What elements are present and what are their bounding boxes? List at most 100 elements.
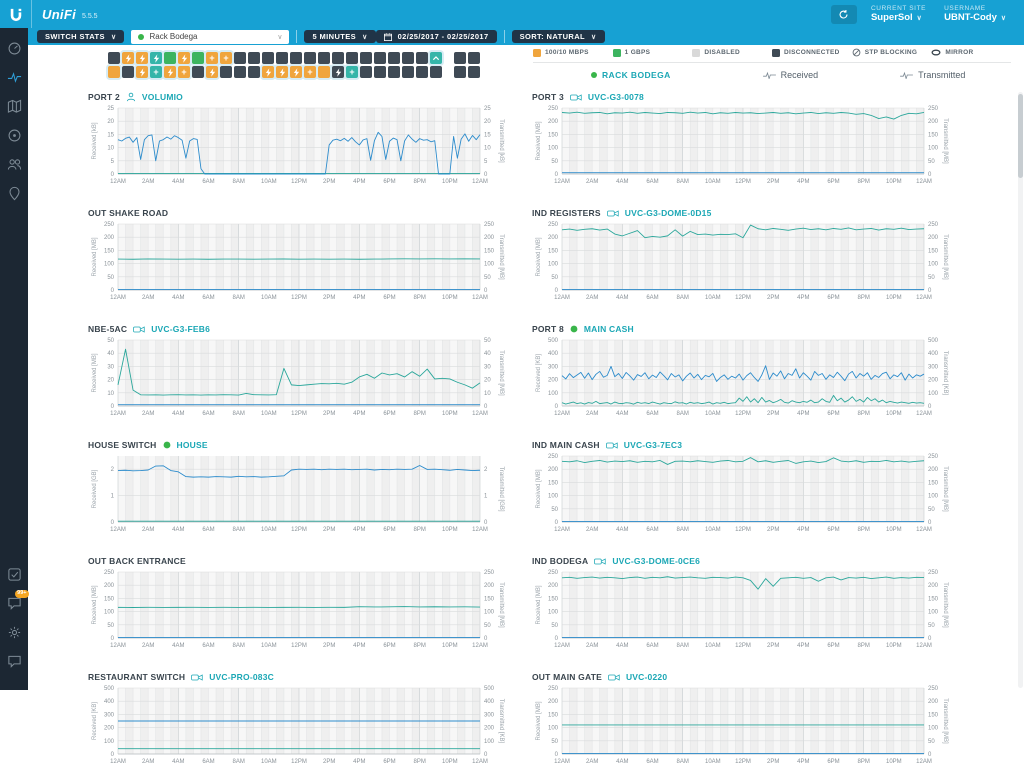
stats-toolbar: SWITCH STATS ∨ Rack Bodega ∨ 5 MINUTES ∨ 0…: [28, 28, 1024, 45]
panel-device-link[interactable]: UVC-G3-7EC3: [623, 440, 683, 450]
port-cell[interactable]: [468, 52, 480, 64]
sort-button[interactable]: SORT: NATURAL ∨: [511, 30, 605, 43]
sidebar-item-settings[interactable]: [6, 624, 22, 640]
svg-text:10PM: 10PM: [442, 411, 458, 417]
port-cell[interactable]: [304, 52, 316, 64]
svg-text:Transmitted [KB]: Transmitted [KB]: [498, 699, 504, 744]
panel-device-link[interactable]: MAIN CASH: [583, 324, 634, 334]
port-cell[interactable]: [248, 66, 260, 78]
port-cell[interactable]: +: [206, 52, 218, 64]
sidebar-item-map[interactable]: [6, 98, 22, 114]
port-cell[interactable]: +: [346, 66, 358, 78]
port-cell[interactable]: [248, 52, 260, 64]
sidebar-item-statistics[interactable]: [6, 69, 22, 85]
port-cell[interactable]: [276, 66, 288, 78]
port-cell[interactable]: [122, 52, 134, 64]
scrollbar-track[interactable]: [1018, 92, 1023, 688]
sidebar-item-events[interactable]: [6, 566, 22, 582]
port-cell[interactable]: [402, 52, 414, 64]
port-cell[interactable]: [332, 52, 344, 64]
panel-device-link[interactable]: HOUSE: [176, 440, 208, 450]
device-selector[interactable]: Rack Bodega ∨: [131, 29, 290, 44]
port-cell[interactable]: [430, 66, 442, 78]
svg-text:8AM: 8AM: [232, 179, 244, 185]
port-cell[interactable]: [346, 52, 358, 64]
port-cell[interactable]: [468, 66, 480, 78]
port-cell[interactable]: [318, 52, 330, 64]
ubiquiti-logo[interactable]: [0, 0, 32, 28]
sidebar-item-insights[interactable]: [6, 185, 22, 201]
port-cell[interactable]: [136, 52, 148, 64]
panel-device-link[interactable]: UVC-G3-DOME-0D15: [624, 208, 712, 218]
port-cell[interactable]: [136, 66, 148, 78]
current-site-selector[interactable]: CURRENT SITE SuperSol ∨: [871, 5, 926, 23]
sidebar-item-devices[interactable]: [6, 127, 22, 143]
port-cell[interactable]: [360, 52, 372, 64]
port-cell[interactable]: [234, 66, 246, 78]
date-range-button[interactable]: 02/25/2017 - 02/25/2017: [375, 30, 497, 43]
legend-label: 1 Gbps: [624, 49, 651, 56]
port-cell[interactable]: [178, 52, 190, 64]
port-cell[interactable]: [192, 66, 204, 78]
port-cell[interactable]: [318, 66, 330, 78]
svg-text:4PM: 4PM: [797, 527, 809, 533]
panel-device-link[interactable]: UVC-G3-FEB6: [151, 324, 211, 334]
scrollbar-thumb[interactable]: [1018, 94, 1023, 178]
port-cell[interactable]: [108, 52, 120, 64]
panel-title: PORT 8: [532, 324, 564, 334]
port-cell[interactable]: +: [220, 52, 232, 64]
port-cell[interactable]: [402, 66, 414, 78]
alerts-badge: 99+: [14, 590, 29, 598]
stats-type-button[interactable]: SWITCH STATS ∨: [37, 30, 125, 43]
panel-device-link[interactable]: UVC-0220: [625, 672, 668, 682]
port-cell[interactable]: [360, 66, 372, 78]
panel-title: IND BODEGA: [532, 556, 589, 566]
port-cell[interactable]: +: [304, 66, 316, 78]
port-cell[interactable]: [374, 52, 386, 64]
panel-device-link[interactable]: UVC-G3-0078: [587, 92, 644, 102]
sidebar-item-alerts[interactable]: 99+: [6, 590, 29, 611]
port-cell[interactable]: [430, 52, 442, 64]
port-cell[interactable]: [416, 66, 428, 78]
panel-device-link[interactable]: UVC-G3-DOME-0CE6: [612, 556, 701, 566]
port-cell[interactable]: [416, 52, 428, 64]
port-cell[interactable]: [388, 66, 400, 78]
panel-device-link[interactable]: VOLUMIO: [141, 92, 183, 102]
refresh-button[interactable]: [830, 4, 857, 24]
port-cell[interactable]: [206, 66, 218, 78]
sidebar-item-chat[interactable]: [6, 653, 22, 669]
svg-text:250: 250: [104, 222, 115, 228]
svg-text:2AM: 2AM: [586, 411, 598, 417]
port-cell[interactable]: +: [178, 66, 190, 78]
svg-text:12AM: 12AM: [916, 643, 932, 649]
port-cell[interactable]: [108, 66, 120, 78]
port-cell[interactable]: [262, 66, 274, 78]
username-menu[interactable]: USERNAME UBNT-Cody ∨: [944, 5, 1006, 23]
port-cell[interactable]: [150, 52, 162, 64]
user-icon: [126, 92, 135, 102]
port-cell[interactable]: [164, 52, 176, 64]
port-cell[interactable]: [122, 66, 134, 78]
port-cell[interactable]: [374, 66, 386, 78]
port-cell[interactable]: [192, 52, 204, 64]
interval-button[interactable]: 5 MINUTES ∨: [304, 30, 376, 43]
port-cell[interactable]: [234, 52, 246, 64]
port-cell[interactable]: [332, 66, 344, 78]
port-cell[interactable]: +: [150, 66, 162, 78]
svg-text:12AM: 12AM: [472, 295, 488, 301]
sidebar-item-clients[interactable]: [6, 156, 22, 172]
port-cell[interactable]: [454, 52, 466, 64]
port-cell[interactable]: [164, 66, 176, 78]
port-cell[interactable]: [388, 52, 400, 64]
panel-device-link[interactable]: UVC-PRO-083C: [209, 672, 274, 682]
port-cell[interactable]: [276, 52, 288, 64]
port-cell[interactable]: [454, 66, 466, 78]
sidebar-item-dashboard[interactable]: [6, 40, 22, 56]
port-cell[interactable]: [290, 52, 302, 64]
svg-text:10PM: 10PM: [442, 759, 458, 765]
port-cell[interactable]: [262, 52, 274, 64]
port-cell[interactable]: [220, 66, 232, 78]
svg-text:12AM: 12AM: [916, 179, 932, 185]
svg-text:Received [MB]: Received [MB]: [536, 701, 542, 740]
port-cell[interactable]: [290, 66, 302, 78]
